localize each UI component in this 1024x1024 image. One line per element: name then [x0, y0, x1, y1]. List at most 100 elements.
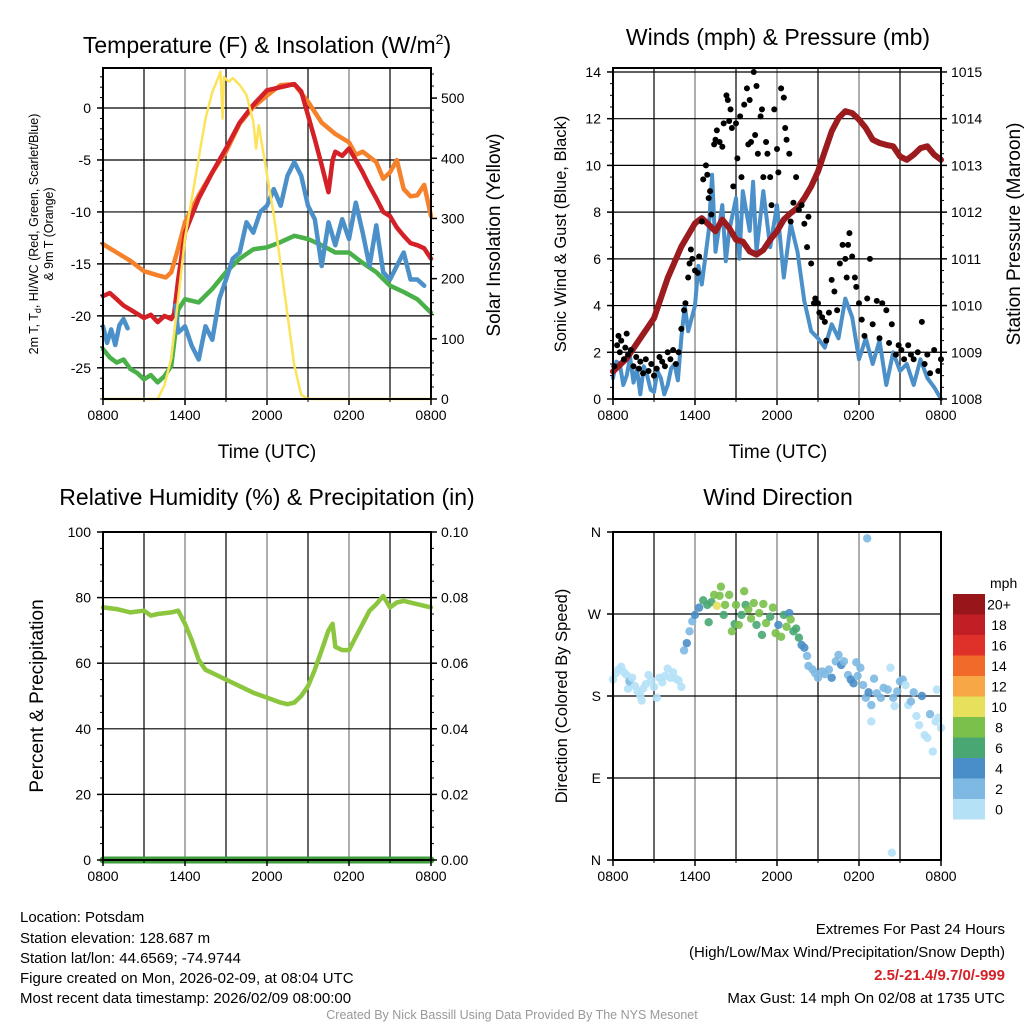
- colorbar-label: 4: [995, 760, 1003, 776]
- wind-direction-point: [925, 710, 935, 719]
- wind-direction-point: [647, 676, 656, 685]
- gust-point: [664, 349, 671, 356]
- right-y-tick-label: 1013: [951, 157, 982, 173]
- wind-direction-point: [715, 591, 724, 600]
- wind-y-axis-label: Sonic Wind & Gust (Blue, Black): [552, 116, 570, 353]
- sonic-wind-blue-line: [611, 172, 943, 401]
- wind-direction-point: [755, 608, 764, 618]
- extremes-info: Extremes For Past 24 Hours (High/Low/Max…: [689, 921, 1005, 1007]
- wind-direction-point: [867, 717, 876, 726]
- wind-direction-point: [800, 643, 809, 652]
- gust-point: [743, 85, 750, 92]
- wind-direction-point: [716, 582, 726, 591]
- gust-point: [851, 274, 858, 281]
- winds-panel: 0800 1400 2000 0200 080002468101214100810091…: [585, 64, 982, 423]
- colorbar-label: 0: [995, 801, 1003, 817]
- gust-point: [815, 300, 821, 307]
- gust-point: [787, 218, 794, 225]
- wind-direction-point: [923, 733, 932, 743]
- gust-point: [623, 330, 630, 337]
- wind-direction-point: [785, 608, 794, 618]
- gust-point: [858, 316, 865, 323]
- x-tick-label: 0800: [597, 868, 628, 884]
- gust-point: [685, 274, 692, 281]
- colorbar-swatch: [953, 737, 985, 758]
- svg-text:2m T, Td, HI/WC (Red, Green, S: 2m T, Td, HI/WC (Red, Green, Scarlet/Blu…: [27, 114, 43, 355]
- wind-direction-point: [887, 848, 896, 857]
- right-y-tick-label: 0.10: [441, 524, 468, 540]
- gust-point: [786, 150, 793, 157]
- x-tick-label: 0800: [597, 407, 628, 423]
- gust-point: [775, 169, 782, 176]
- gust-point: [659, 358, 666, 365]
- colorbar-label: 10: [991, 699, 1007, 715]
- gust-point: [648, 360, 655, 367]
- gust-point: [738, 174, 745, 181]
- gust-point: [828, 276, 835, 283]
- colorbar-swatch: [953, 758, 985, 779]
- wind-direction-point: [761, 618, 771, 628]
- gust-point: [754, 150, 761, 157]
- wind-direction-point: [883, 685, 892, 694]
- wind-direction-point: [839, 657, 849, 666]
- colorbar-label: 2: [995, 781, 1003, 797]
- gust-point: [790, 199, 797, 206]
- 2m-td-green-line: [100, 233, 434, 385]
- gust-point: [687, 246, 694, 253]
- gust-point: [633, 353, 640, 360]
- gust-point: [764, 150, 771, 157]
- pressure-y-axis-label: Station Pressure (Maroon): [1004, 123, 1024, 346]
- right-y-tick-label: 0.00: [441, 852, 468, 868]
- gust-point: [733, 120, 739, 127]
- wind-direction-point: [786, 615, 795, 624]
- temperature-panel: 0800 1400 2000 0200 08000-5-10-15-20-2501002…: [71, 67, 465, 423]
- gust-point: [876, 335, 883, 342]
- hi-wc-scarlet-blue-line: [100, 316, 130, 348]
- gust-point: [672, 360, 679, 367]
- gust-point: [642, 356, 649, 363]
- recent-data-text: Most recent data timestamp: 2026/02/09 0…: [20, 990, 351, 1007]
- colorbar-swatch: [953, 717, 985, 738]
- colorbar-label: 12: [991, 678, 1007, 694]
- wind-direction-point: [720, 600, 730, 610]
- gust-point: [635, 365, 642, 372]
- x-tick-label: 2000: [251, 407, 282, 423]
- gust-point: [737, 113, 744, 120]
- location-text: Location: Potsdam: [20, 909, 144, 926]
- x-tick-label: 0800: [87, 868, 118, 884]
- gust-point: [741, 101, 748, 108]
- wind-direction-point: [685, 627, 694, 636]
- gust-point: [716, 139, 723, 146]
- max-gust-text: Max Gust: 14 mph On 02/08 at 1735 UTC: [727, 990, 1005, 1007]
- gust-point: [705, 195, 712, 202]
- y-tick-label: 2: [593, 344, 601, 360]
- colorbar-swatch: [953, 778, 985, 799]
- y-tick-label: 14: [585, 64, 601, 80]
- gust-point: [752, 132, 759, 139]
- wind-direction-point: [813, 673, 823, 682]
- gust-point: [640, 370, 647, 377]
- x-tick-label: 0800: [415, 868, 446, 884]
- wind-direction-point: [912, 711, 921, 721]
- gust-point: [782, 125, 789, 132]
- wind-direction-panel-title: Wind Direction: [703, 484, 853, 510]
- wind-direction-point: [827, 673, 836, 682]
- gust-point: [723, 92, 730, 99]
- gust-point: [724, 97, 731, 104]
- gust-point: [918, 318, 925, 325]
- y-tick-label: 20: [75, 786, 91, 802]
- gust-point: [921, 360, 928, 367]
- y-tick-label: 60: [75, 655, 91, 671]
- extremes-title: Extremes For Past 24 Hours: [816, 921, 1005, 938]
- gust-point: [804, 244, 811, 251]
- gust-point: [853, 283, 860, 290]
- gust-point: [707, 188, 714, 195]
- wind-direction-point: [890, 701, 899, 711]
- wind-direction-point: [759, 599, 768, 609]
- y-tick-label: 6: [593, 251, 601, 267]
- gust-point: [734, 155, 741, 162]
- y-tick-label: 4: [593, 298, 601, 314]
- gust-point: [901, 356, 908, 363]
- wind-direction-point: [909, 688, 918, 697]
